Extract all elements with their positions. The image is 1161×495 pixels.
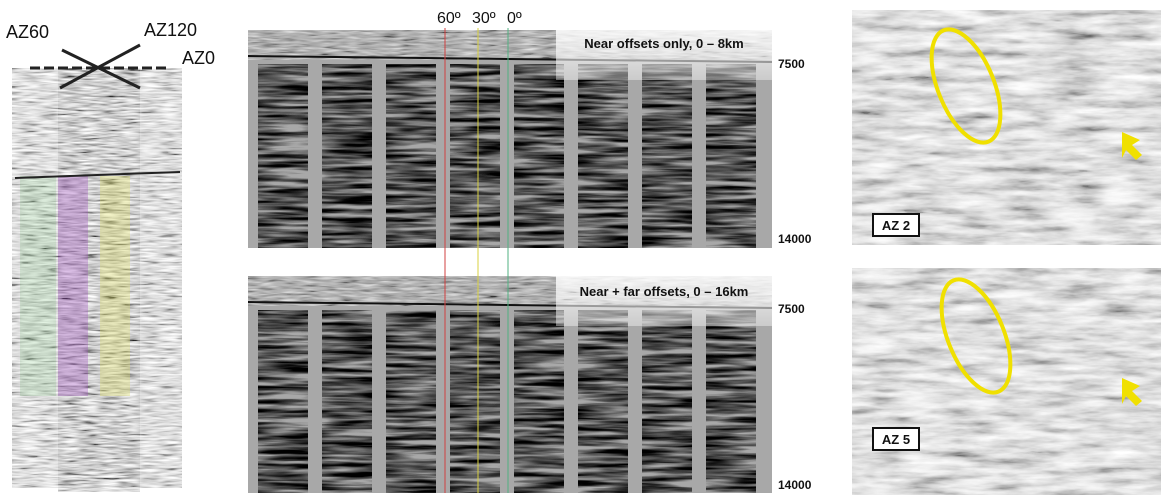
- gather-strip: [258, 310, 308, 493]
- gather-strip: [386, 310, 436, 493]
- az-label: AZ120: [144, 20, 197, 40]
- section-label: AZ 2: [882, 218, 910, 233]
- gather-strip: [450, 310, 500, 493]
- azimuth-sections: AZ 2 AZ 5: [852, 10, 1161, 495]
- overlay-purple: [58, 176, 88, 396]
- gather-strip: [258, 64, 308, 248]
- az-label: AZ60: [6, 22, 49, 42]
- angle-label: 30º: [472, 10, 496, 27]
- gather-strip: [706, 64, 756, 248]
- depth-label: 14000: [778, 232, 812, 246]
- label-box: [872, 427, 920, 451]
- gather-strip: [578, 310, 628, 493]
- overlay-yellow: [100, 176, 130, 396]
- gather-strip: [322, 64, 372, 248]
- az120-line: [59, 43, 141, 90]
- gather-strip: [642, 310, 692, 493]
- azimuth-fan: AZ60 AZ120 AZ0: [6, 20, 215, 492]
- depth-label: 7500: [778, 57, 805, 71]
- section-az2: [852, 10, 1161, 245]
- section-label: AZ 5: [882, 432, 910, 447]
- gather-strip: [578, 64, 628, 248]
- arrow: [1122, 132, 1142, 160]
- title-box: [556, 30, 772, 80]
- overlay-green: [20, 176, 56, 396]
- gather-panels: [247, 30, 773, 493]
- depth-label: 7500: [778, 302, 805, 316]
- az60-line: [61, 48, 141, 90]
- gather-strip: [514, 64, 564, 248]
- arrow: [1122, 378, 1142, 406]
- gather-strip: [450, 64, 500, 248]
- label-box: [872, 213, 920, 237]
- angle-label: 60º: [437, 10, 461, 27]
- highlight-ellipse: [929, 27, 1003, 145]
- angle-label: 0º: [507, 10, 522, 27]
- az-label: AZ0: [182, 48, 215, 68]
- gather-strip: [642, 64, 692, 248]
- gather-strip: [386, 64, 436, 248]
- panel-title: Near + far offsets, 0 – 16km: [580, 284, 749, 299]
- gather-strip: [514, 310, 564, 493]
- gather-labels: Near offsets only, 0 – 8km Near + far of…: [437, 10, 812, 493]
- panel-title: Near offsets only, 0 – 8km: [584, 36, 743, 51]
- highlight-ellipse: [939, 277, 1013, 395]
- depth-label: 14000: [778, 478, 812, 492]
- horizon: [14, 171, 181, 179]
- panel-az60: [58, 68, 98, 492]
- gather-strip: [322, 310, 372, 493]
- gather-strip: [706, 310, 756, 493]
- title-box: [556, 276, 772, 326]
